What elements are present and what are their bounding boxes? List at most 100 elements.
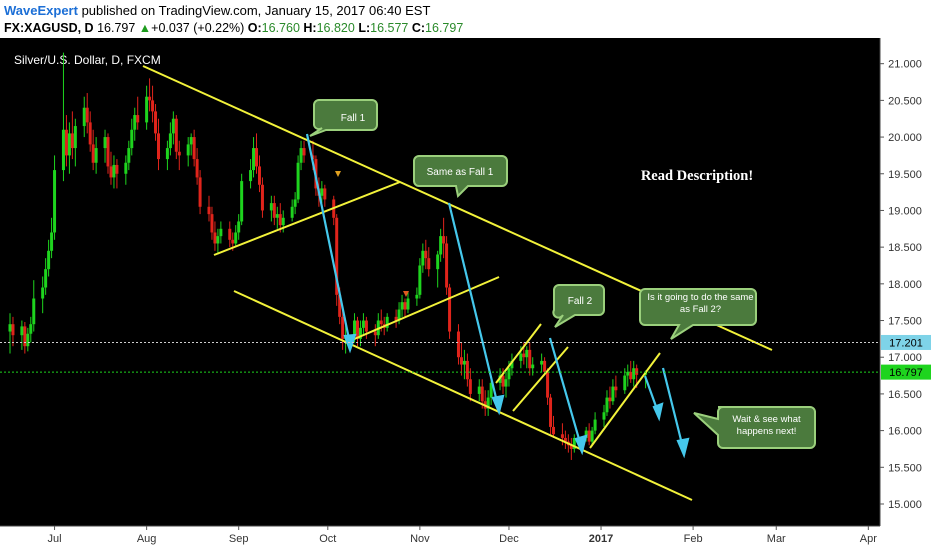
candle-body <box>519 353 523 361</box>
y-tick-label: 18.000 <box>888 279 922 291</box>
candle <box>629 360 633 383</box>
y-tick-label: 16.500 <box>888 389 922 401</box>
x-tick-labels: Jul Aug Sep Oct Nov Dec 2017 Feb Mar Apr <box>48 526 877 545</box>
candle-body <box>605 397 609 413</box>
candle <box>546 368 550 405</box>
publish-line: WaveExpert published on TradingView.com,… <box>4 3 430 18</box>
candle <box>587 423 591 446</box>
candle <box>61 52 65 182</box>
candle <box>468 368 472 402</box>
callout-wait-see[interactable]: Wait & see what happens next! <box>693 406 816 449</box>
callout-fall-2[interactable]: Fall 2 <box>552 284 605 328</box>
candle <box>171 111 175 145</box>
candle-body <box>335 217 339 295</box>
candle <box>525 346 529 369</box>
candle-body <box>427 258 431 270</box>
plot-area[interactable] <box>0 38 880 526</box>
y-tick-label: 19.500 <box>888 169 922 181</box>
candle-body <box>320 188 324 196</box>
candle-body <box>73 126 77 149</box>
price-change: +0.037 (+0.22%) <box>151 21 245 35</box>
candle-body <box>94 148 98 163</box>
y-tick-labels: 21.000 20.500 20.000 19.500 19.000 18.500 18.0… <box>880 59 922 511</box>
trendline-lower-channel <box>233 290 693 501</box>
candle <box>415 287 419 306</box>
published-text: published on TradingView.com, January 15… <box>81 3 431 18</box>
y-axis-panel[interactable] <box>880 38 932 550</box>
candle-body <box>608 397 612 402</box>
candle <box>341 309 345 350</box>
candle-body <box>572 437 576 449</box>
candle <box>421 243 425 273</box>
candle-body <box>219 228 223 237</box>
candle-body <box>216 236 220 244</box>
open-label: O: <box>247 21 262 35</box>
y-tick-label: 17.000 <box>888 352 922 364</box>
close-value: 16.797 <box>425 21 464 35</box>
candle-body <box>394 316 398 321</box>
candle <box>32 280 36 332</box>
last-price: 16.797 <box>97 21 136 35</box>
candle-body <box>436 254 440 270</box>
candle <box>290 199 294 222</box>
candle <box>186 137 190 167</box>
callout-fall-1-text: Fall 1 <box>341 113 366 124</box>
trendline-rising-1 <box>213 181 401 256</box>
candle-body <box>53 170 57 233</box>
candle-body <box>439 236 443 255</box>
candle-body <box>252 148 256 171</box>
candle <box>234 225 238 248</box>
candle-body <box>127 148 131 163</box>
candle <box>456 324 460 365</box>
candle-body <box>198 177 202 207</box>
candle <box>427 247 431 277</box>
candle <box>272 195 276 226</box>
candle-body <box>29 324 33 334</box>
candle-body <box>584 430 588 438</box>
candle-body <box>213 232 217 244</box>
candle-body <box>373 331 377 336</box>
candle-body <box>406 298 410 310</box>
arrow-projection-small <box>643 375 664 422</box>
candle <box>549 393 553 435</box>
candle-body <box>228 228 232 240</box>
candle <box>299 140 303 171</box>
read-description-note: Read Description! <box>641 168 753 184</box>
candle <box>608 386 612 409</box>
candle-body <box>115 164 119 174</box>
candle <box>112 155 116 189</box>
candle <box>614 375 618 398</box>
author-link[interactable]: WaveExpert <box>4 3 78 18</box>
candle-body <box>91 144 95 163</box>
candle <box>572 434 576 453</box>
candle-body <box>106 137 110 167</box>
callout-same-as-fall-1[interactable]: Same as Fall 1 <box>413 155 508 199</box>
candle <box>237 214 241 240</box>
candle-body <box>353 320 357 336</box>
callout-fall-1[interactable]: Fall 1 <box>309 99 378 137</box>
candle-body <box>302 148 306 156</box>
candle-body <box>549 397 553 427</box>
candle-body <box>525 349 529 358</box>
candle-body <box>70 133 74 149</box>
close-label: C: <box>411 21 426 35</box>
candle <box>64 115 68 167</box>
candle-body <box>67 133 71 156</box>
callout-is-it-going[interactable]: Is it going to do the same as Fall 2? <box>639 288 757 340</box>
high-label: H: <box>303 21 317 35</box>
candle <box>448 283 452 339</box>
candle <box>373 324 377 347</box>
candle <box>320 181 324 204</box>
candle <box>109 151 113 185</box>
candle <box>115 159 119 189</box>
candle <box>124 155 128 185</box>
price-chart[interactable]: Silver/U.S. Dollar, D, FXCM <box>0 38 932 550</box>
x-tick-label: Jul <box>48 533 62 545</box>
candle-body <box>85 107 89 123</box>
candle <box>47 239 51 277</box>
x-axis-panel[interactable] <box>0 526 880 550</box>
candle <box>439 228 443 262</box>
callout-is-it-going-text: Is it going to do the same as Fall 2? <box>647 292 754 315</box>
candle-body <box>189 137 193 145</box>
candle-body <box>477 386 481 394</box>
